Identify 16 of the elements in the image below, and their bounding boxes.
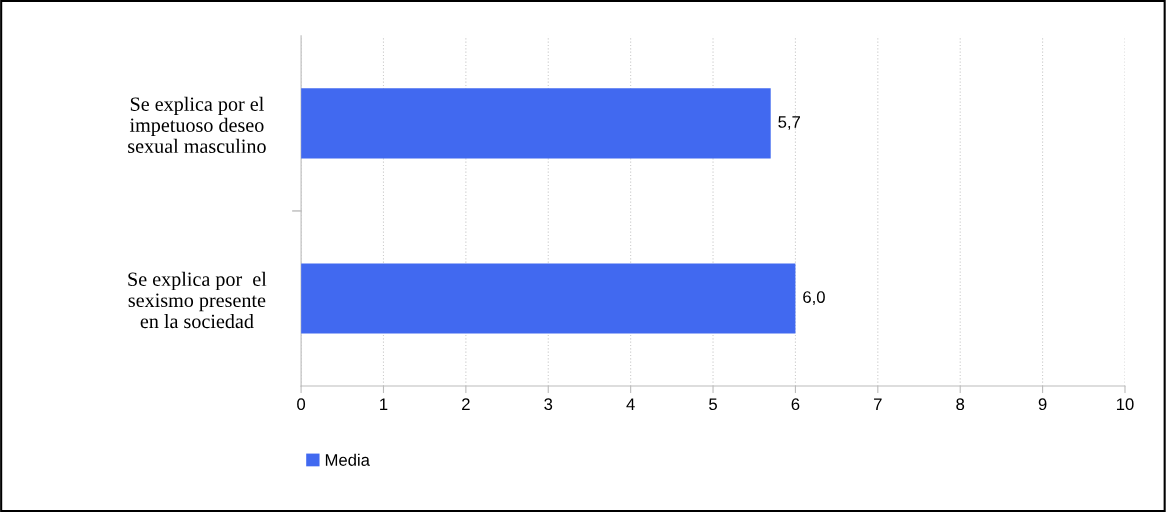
x-tick-label: 7 — [874, 398, 882, 410]
legend-label: Media — [325, 453, 370, 466]
y-tick-label: Se explica por el impetuoso deseo sexual masculino — [128, 96, 266, 154]
data-label: 5,7 — [778, 116, 800, 130]
x-tick-label: 1 — [380, 398, 388, 410]
x-tick-label: 0 — [297, 398, 306, 411]
x-tick-label: 10 — [1116, 398, 1134, 411]
x-tick-label: 5 — [709, 398, 717, 411]
x-tick-label: 4 — [626, 398, 635, 410]
data-label: 6,0 — [803, 291, 825, 305]
x-tick-label: 8 — [956, 398, 965, 411]
y-tick-label: Se explica por el sexismo presente en la sociedad — [128, 271, 267, 329]
x-tick-label: 2 — [462, 398, 470, 410]
x-tick-label: 6 — [791, 398, 800, 411]
x-tick-label: 3 — [544, 398, 553, 411]
x-tick-label: 9 — [1038, 398, 1047, 411]
